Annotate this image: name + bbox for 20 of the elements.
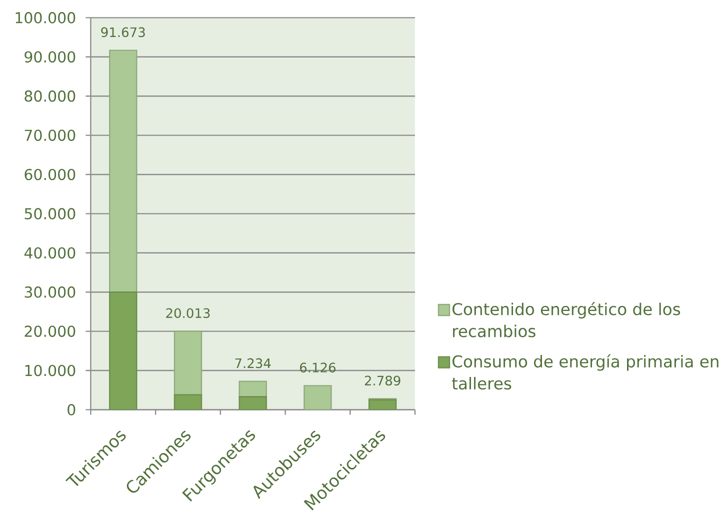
y-tick-label: 100.000: [16, 12, 76, 24]
y-tick-label: 0: [68, 404, 76, 416]
bar: [109, 291, 138, 410]
total-label: 2.789: [364, 376, 400, 386]
y-tick-label: 80.000: [24, 90, 76, 102]
total-label: 20.013: [166, 308, 210, 318]
y-tick-label: 10.000: [25, 364, 76, 376]
legend-label: Consumo de energía primaria en talleres: [452, 354, 718, 390]
y-tick-label: 20.000: [24, 326, 76, 337]
y-tick-label: 40.000: [24, 247, 76, 259]
y-tick-label: 50.000: [24, 208, 76, 220]
bar: [174, 330, 202, 396]
total-label: 91.673: [101, 27, 145, 38]
total-label: 7.234: [235, 358, 271, 368]
y-tick-label: 60.000: [24, 168, 76, 180]
bar: [109, 50, 138, 293]
y-tick-label: 70.000: [24, 130, 76, 141]
y-tick-label: 90.000: [24, 51, 76, 63]
y-tick-label: 30.000: [24, 286, 76, 298]
legend-label: Contenido energético de los recambios: [452, 302, 680, 338]
